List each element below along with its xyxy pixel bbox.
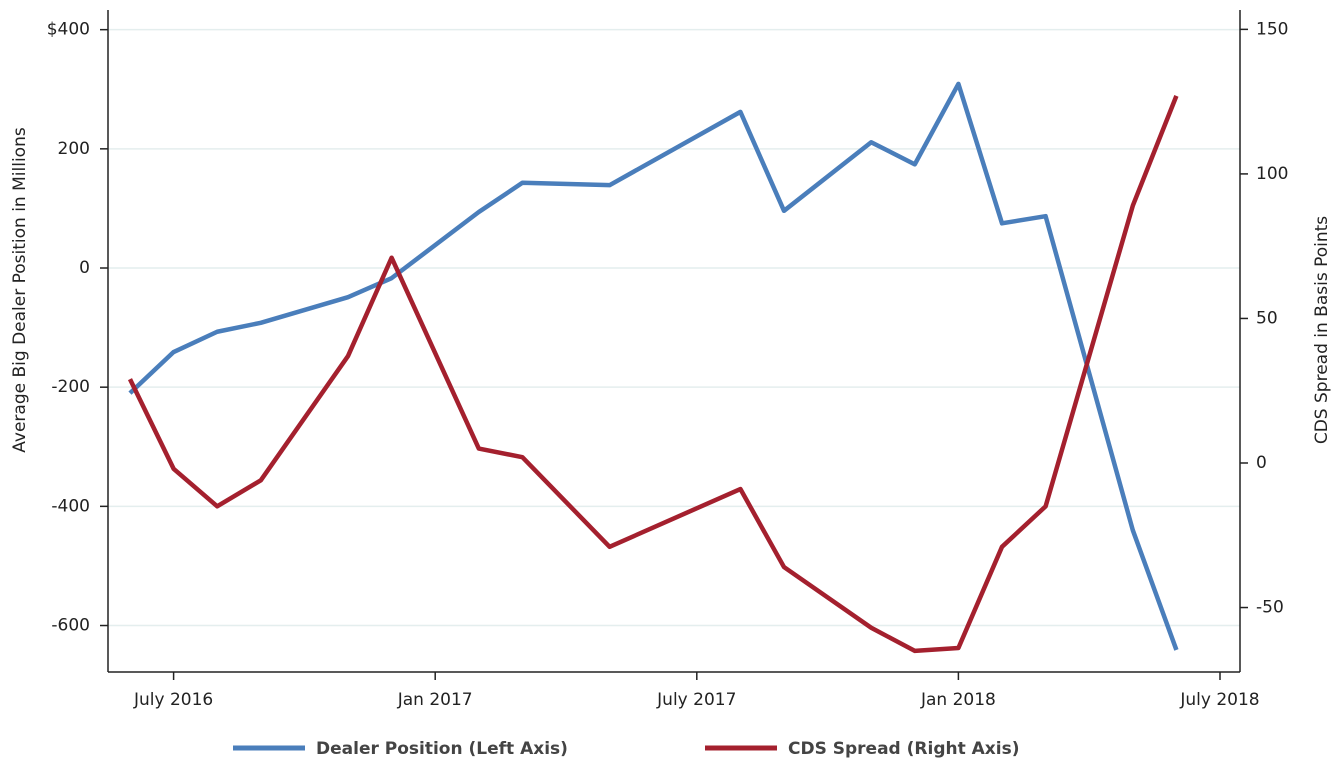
y-tick-label: -200 [51, 377, 90, 397]
legend-label: Dealer Position (Left Axis) [316, 739, 568, 759]
y-tick-label: -600 [51, 616, 90, 636]
series-line [128, 81, 1179, 651]
y2-tick-label: 50 [1256, 308, 1278, 328]
x-tick-label: July 2017 [656, 690, 736, 710]
y2-tick-label: 150 [1256, 19, 1288, 39]
y2-axis-title: CDS Spread in Basis Points [1312, 216, 1332, 444]
x-tick-label: July 2018 [1179, 690, 1259, 710]
y-tick-label: $400 [47, 20, 90, 40]
series-line [127, 95, 1179, 654]
y2-tick-label: 0 [1256, 453, 1267, 473]
y-tick-label: -400 [51, 496, 90, 516]
y-tick-label: 0 [79, 258, 90, 278]
y2-tick-label: 100 [1256, 164, 1288, 184]
x-tick-label: July 2016 [133, 690, 213, 710]
y-axis-title: Average Big Dealer Position in Millions [10, 127, 30, 453]
x-tick-label: Jan 2017 [397, 690, 473, 710]
x-tick-label: Jan 2018 [920, 690, 996, 710]
y-tick-label: 200 [58, 139, 90, 159]
legend-label: CDS Spread (Right Axis) [788, 739, 1019, 759]
y2-tick-label: -50 [1256, 598, 1284, 618]
